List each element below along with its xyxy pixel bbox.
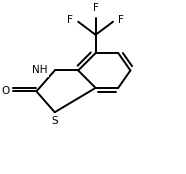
Text: O: O	[1, 86, 9, 96]
Text: F: F	[118, 15, 124, 25]
Text: NH: NH	[32, 65, 48, 76]
Text: F: F	[67, 15, 73, 25]
Text: F: F	[93, 3, 99, 13]
Text: S: S	[51, 116, 58, 126]
